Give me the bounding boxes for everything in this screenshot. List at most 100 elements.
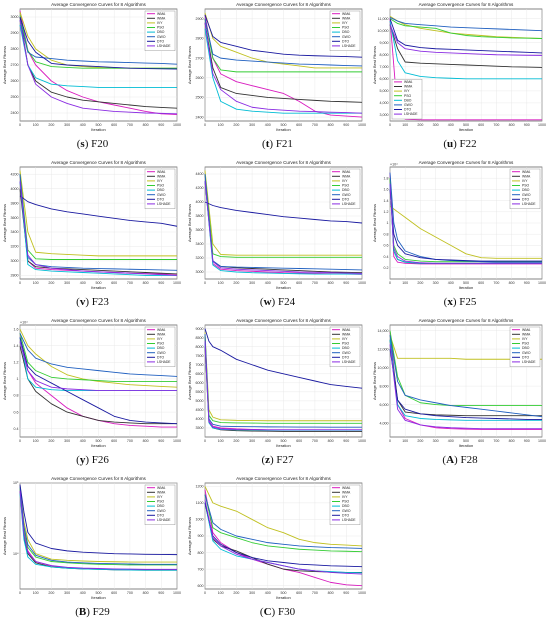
legend-label: DBO [522, 188, 530, 192]
legend-label: DBO [157, 504, 165, 508]
y-axis-label: Average Best Fitness [372, 46, 377, 84]
x-tick-label: 100 [33, 591, 39, 595]
series-line-lshade-7 [389, 183, 542, 264]
legend-box [144, 168, 176, 209]
series-line-lshade-7 [204, 22, 363, 114]
legend-label: DTO [342, 197, 349, 201]
x-tick-label: 500 [463, 439, 469, 443]
y-tick-label: 10⁶ [13, 481, 19, 485]
legend-label: GWO [342, 193, 351, 197]
series-line-wma-0 [389, 330, 542, 431]
legend-label: PSO [522, 342, 530, 346]
series-line-gwo-5 [389, 172, 542, 263]
x-tick-label: 400 [80, 281, 86, 285]
x-tick-label: 300 [249, 439, 255, 443]
x-tick-label: 300 [433, 123, 439, 127]
legend-label: GWO [342, 509, 351, 513]
y-tick-label: 3800 [196, 214, 204, 218]
y-tick-label: 5500 [196, 390, 204, 394]
x-tick-label: 500 [96, 439, 102, 443]
legend-label: LSHADE [157, 44, 171, 48]
x-tick-label: 600 [296, 123, 302, 127]
chart-title: Average Convergence Curves for 8 Algorit… [236, 2, 331, 7]
y-tick-label: 1.2 [14, 361, 19, 365]
x-tick-label: 300 [64, 281, 70, 285]
legend-label: IVY [404, 89, 410, 93]
y-tick-label: 3000 [11, 15, 19, 19]
panel-caption: (C) F30 [259, 606, 296, 618]
legend-label: WMA [157, 16, 166, 20]
y-tick-label: 2600 [11, 79, 19, 83]
y-tick-label: 9,000 [380, 41, 389, 45]
y-tick-label: 1100 [196, 501, 204, 505]
y-tick-label: 12,000 [378, 347, 389, 351]
y-tick-label: 3200 [196, 256, 204, 260]
legend-label: PSO [157, 26, 165, 30]
x-tick-label: 1000 [538, 123, 546, 127]
legend-label: DBO [157, 346, 165, 350]
x-tick-label: 300 [64, 123, 70, 127]
x-tick-label: 300 [249, 591, 255, 595]
y-axis-label: Average Best Fitness [187, 362, 192, 400]
y-exponent-label: ×10⁴ [20, 321, 28, 325]
x-tick-label: 200 [233, 281, 239, 285]
x-axis-label: Iteration [91, 285, 105, 290]
y-tick-label: 8500 [196, 336, 204, 340]
x-tick-label: 0 [19, 123, 21, 127]
series-line-dbo-4 [204, 28, 362, 114]
legend-label: GWO [157, 35, 166, 39]
y-tick-label: 14,000 [378, 329, 389, 333]
x-axis-label: Iteration [91, 127, 105, 132]
panel-function: F23 [88, 296, 109, 308]
panel-function: F24 [275, 296, 296, 308]
panel-caption: (w) F24 [259, 296, 296, 308]
y-axis-label: Average Best Fitness [2, 517, 7, 555]
x-tick-label: 700 [493, 439, 499, 443]
y-tick-label: 4200 [11, 172, 19, 176]
y-tick-label: 2500 [196, 96, 204, 100]
series-line-gwo-5 [204, 173, 363, 271]
x-tick-label: 700 [312, 281, 318, 285]
legend-label: LSHADE [157, 518, 171, 522]
y-tick-label: 1 [17, 377, 19, 381]
legend-label: IVY [522, 179, 528, 183]
legend-label: DTO [157, 513, 164, 517]
legend-label: IVY [157, 495, 163, 499]
legend-label: PSO [157, 184, 165, 188]
y-tick-label: 7,000 [380, 65, 389, 69]
chart-svg-C: Average Convergence Curves for 8 Algorit… [187, 476, 366, 600]
x-axis-label: Iteration [91, 443, 105, 448]
series-line-gwo-5 [204, 334, 362, 428]
y-tick-label: 6,000 [380, 77, 389, 81]
x-tick-label: 400 [448, 439, 454, 443]
chart-title: Average Convergence Curves for 8 Algorit… [51, 2, 146, 7]
series-line-gwo-5 [204, 18, 363, 67]
y-tick-label: 3600 [196, 228, 204, 232]
x-tick-label: 800 [328, 591, 334, 595]
series-line-dto-6 [19, 16, 178, 70]
x-tick-label: 0 [19, 281, 21, 285]
panel-function: F30 [275, 606, 296, 618]
x-tick-label: 400 [265, 281, 271, 285]
x-tick-label: 100 [33, 281, 39, 285]
legend-label: WMA [342, 12, 351, 16]
y-tick-label: 9000 [196, 327, 204, 331]
panel-letter: A [446, 454, 455, 466]
y-tick-label: 8,000 [380, 53, 389, 57]
legend-label: WMA [522, 328, 531, 332]
chart-title: Average Convergence Curves for 8 Algorit… [419, 318, 514, 323]
y-axis-label: Average Best Fitness [372, 362, 377, 400]
x-tick-label: 500 [96, 591, 102, 595]
x-tick-label: 1000 [173, 281, 181, 285]
x-axis-label: Iteration [276, 443, 290, 448]
legend-label: DTO [342, 39, 349, 43]
panel-caption: (v) F23 [76, 296, 109, 308]
panel-function: F21 [273, 138, 293, 150]
chart-title: Average Convergence Curves for 8 Algorit… [236, 476, 331, 481]
